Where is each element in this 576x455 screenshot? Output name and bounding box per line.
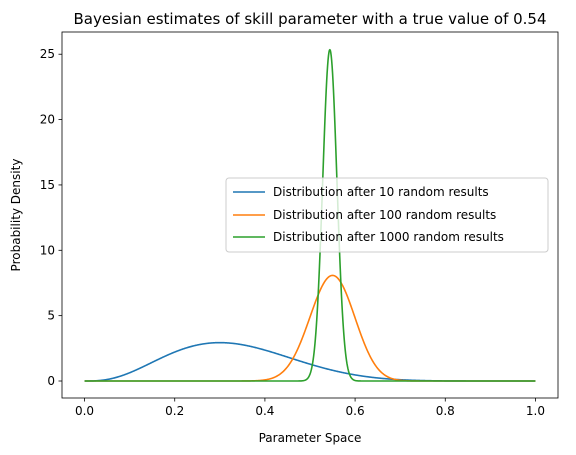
y-tick-label: 25: [40, 47, 55, 61]
legend-label-1000: Distribution after 1000 random results: [273, 230, 504, 244]
y-tick-label: 0: [47, 374, 55, 388]
chart-title: Bayesian estimates of skill parameter wi…: [73, 10, 546, 28]
x-tick-label: 0.6: [346, 404, 365, 418]
y-axis-label: Probability Density: [9, 159, 23, 272]
x-tick-label: 0.8: [436, 404, 455, 418]
plot-frame: [61, 31, 559, 399]
series-lines: [84, 48, 536, 382]
x-axis-label: Parameter Space: [259, 431, 362, 445]
series-line-2: [84, 48, 536, 382]
legend-box: [225, 177, 549, 253]
x-tick-label: 0.2: [165, 404, 184, 418]
y-tick-label: 15: [40, 178, 55, 192]
x-tick-label: 0.0: [75, 404, 94, 418]
y-tick-label: 10: [40, 243, 55, 257]
x-tick-label: 0.4: [255, 404, 274, 418]
legend: Distribution after 10 random results Dis…: [225, 177, 549, 253]
axis-ticks: 0.0 0.2 0.4 0.6 0.8 1.0 0 5 10 15 20 25: [40, 47, 545, 418]
legend-label-100: Distribution after 100 random results: [273, 208, 496, 222]
y-tick-label: 20: [40, 113, 55, 127]
x-tick-label: 1.0: [526, 404, 545, 418]
legend-label-10: Distribution after 10 random results: [273, 185, 489, 199]
y-tick-label: 5: [47, 309, 55, 323]
